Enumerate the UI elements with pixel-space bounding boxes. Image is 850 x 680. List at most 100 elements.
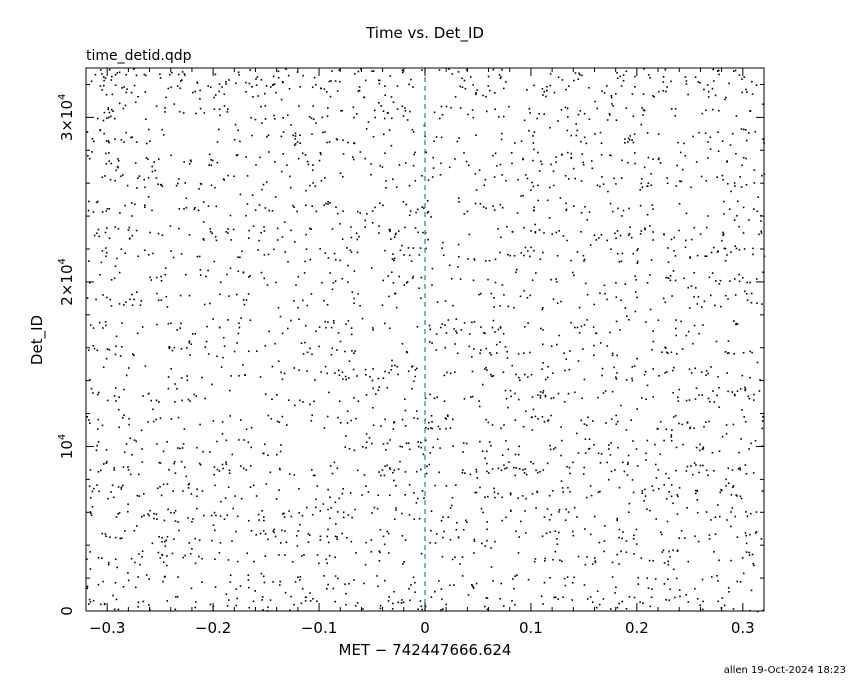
data-point <box>384 465 386 467</box>
data-point <box>314 379 316 381</box>
data-point <box>277 70 280 73</box>
data-point <box>125 131 127 134</box>
data-point <box>537 199 539 202</box>
data-point <box>348 448 351 450</box>
data-point <box>117 160 120 162</box>
data-point <box>605 422 607 424</box>
data-point <box>408 83 410 86</box>
data-point <box>734 394 736 397</box>
data-point <box>281 378 284 381</box>
data-point <box>312 474 315 477</box>
data-point <box>276 239 279 241</box>
data-point <box>720 305 722 308</box>
data-point <box>601 90 603 92</box>
data-point <box>675 327 677 330</box>
data-point <box>327 541 330 544</box>
data-point <box>101 250 104 252</box>
data-point <box>358 86 361 88</box>
data-point <box>499 251 501 254</box>
data-point <box>641 397 643 399</box>
data-point <box>341 109 343 112</box>
data-point <box>657 487 660 490</box>
data-point <box>429 341 431 343</box>
data-point <box>727 467 730 469</box>
data-point <box>705 421 707 423</box>
data-point <box>174 472 177 474</box>
data-point <box>720 488 722 491</box>
data-point <box>327 583 329 586</box>
data-point <box>88 349 90 351</box>
data-point <box>108 68 111 71</box>
data-point <box>441 598 443 601</box>
data-point <box>681 348 684 350</box>
data-point <box>184 182 186 184</box>
data-point <box>694 588 696 590</box>
data-point <box>745 534 747 537</box>
data-point <box>235 154 238 157</box>
data-point <box>506 467 508 469</box>
data-point <box>195 112 197 115</box>
data-point <box>412 576 415 579</box>
data-point <box>710 251 713 254</box>
data-point <box>105 152 107 155</box>
data-point <box>478 293 480 296</box>
data-point <box>531 429 534 431</box>
data-point <box>680 180 683 183</box>
data-point <box>566 465 568 468</box>
data-point <box>299 576 302 578</box>
data-point <box>447 516 450 518</box>
data-point <box>267 538 269 541</box>
data-point <box>158 401 160 403</box>
data-point <box>618 261 621 263</box>
data-point <box>635 528 638 531</box>
data-point <box>674 108 677 110</box>
data-point <box>734 515 737 518</box>
data-point <box>592 326 595 328</box>
data-point <box>478 169 481 171</box>
data-point <box>410 260 413 262</box>
data-point <box>733 320 735 322</box>
data-point <box>627 137 630 140</box>
data-point <box>294 404 296 407</box>
data-point <box>473 538 476 541</box>
data-point <box>389 75 392 77</box>
data-point <box>599 462 602 464</box>
data-point <box>543 232 545 234</box>
data-point <box>124 252 126 254</box>
data-point <box>336 467 339 470</box>
data-point <box>687 330 690 333</box>
data-point <box>453 584 455 586</box>
data-point <box>157 183 159 185</box>
data-point <box>377 585 379 588</box>
data-point <box>143 73 146 76</box>
data-point <box>213 511 216 514</box>
data-point <box>450 504 453 507</box>
data-point <box>463 152 465 154</box>
data-point <box>97 391 100 394</box>
data-point <box>492 580 494 582</box>
data-point <box>339 172 342 174</box>
data-point <box>143 178 145 181</box>
data-point <box>625 107 628 109</box>
data-point <box>432 156 434 159</box>
data-point <box>448 264 451 267</box>
data-point <box>161 554 164 556</box>
data-point <box>583 136 586 139</box>
data-point <box>709 148 712 150</box>
data-point <box>596 184 599 187</box>
data-point <box>476 477 478 479</box>
x-tick-label: −0.2 <box>195 619 231 637</box>
data-point <box>457 536 460 539</box>
data-point <box>628 232 631 235</box>
data-point <box>513 306 515 309</box>
data-point <box>93 140 95 143</box>
data-point <box>231 540 233 542</box>
data-point <box>385 449 387 451</box>
y-tick-label: 3×104 <box>57 94 76 142</box>
data-point <box>689 257 691 259</box>
data-point <box>126 88 128 90</box>
data-point <box>608 478 610 481</box>
data-point <box>444 417 447 419</box>
data-point <box>636 296 638 299</box>
data-point <box>174 401 176 403</box>
